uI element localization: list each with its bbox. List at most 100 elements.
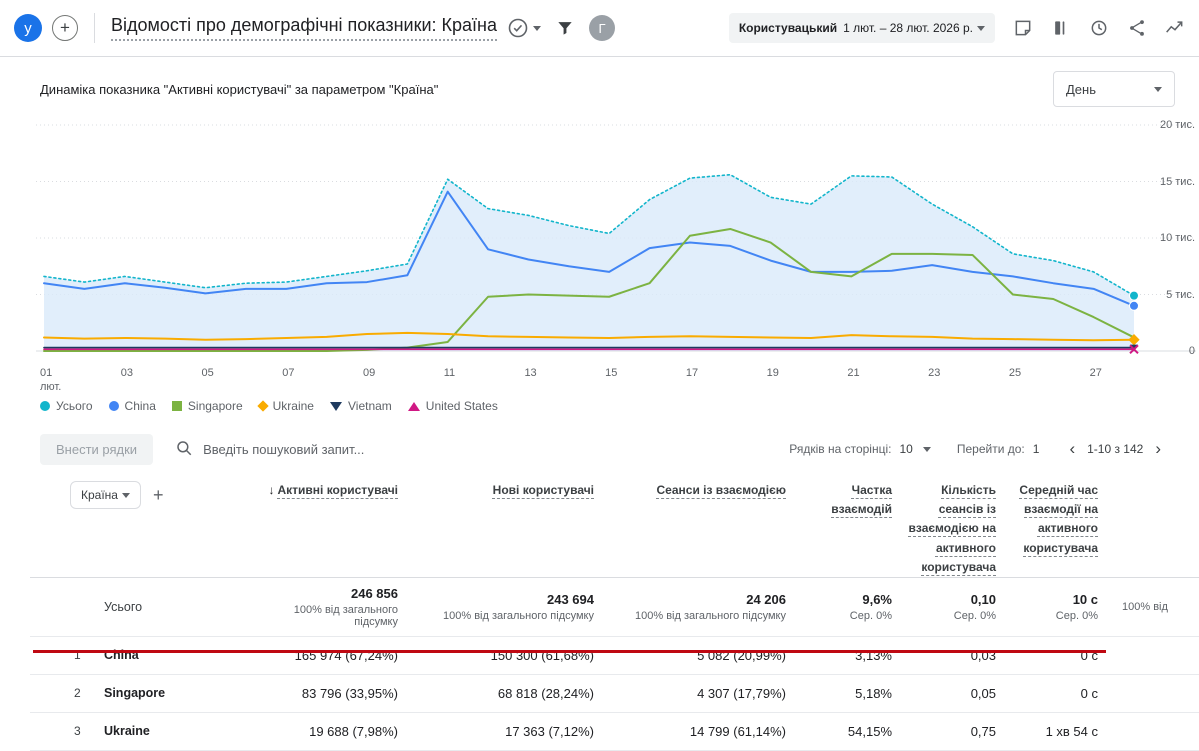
table-totals-row: Усього 246 856100% від загального підсум… (30, 578, 1199, 637)
y-axis-tick: 15 тис. (1160, 176, 1195, 188)
x-axis-tick: 07 (282, 367, 294, 381)
table-cell: 0,10Сер. 0% (898, 592, 1002, 622)
x-axis-tick: 19 (767, 367, 779, 381)
legend-item[interactable]: Singapore (172, 399, 243, 413)
table-cell: 243 694100% від загального підсумку (404, 592, 600, 622)
granularity-select[interactable]: День (1053, 71, 1175, 107)
edit-rows-button[interactable]: Внести рядки (40, 434, 153, 465)
column-header-active-users[interactable]: ↓Активні користувачі (254, 481, 404, 500)
divider (94, 13, 95, 43)
x-axis-tick: 01 лют. (40, 367, 61, 395)
row-index: 2 (70, 686, 104, 700)
column-header-avg-engagement-time[interactable]: Середній час взаємодії на активного кори… (1002, 481, 1104, 558)
sort-desc-icon: ↓ (268, 483, 274, 497)
y-axis-tick: 0 (1189, 345, 1195, 357)
rows-per-page-label: Рядків на сторінці: (789, 442, 891, 456)
timeseries-chart[interactable]: 20 тис.15 тис.10 тис.5 тис.0 (0, 113, 1199, 365)
insights-icon[interactable] (1165, 18, 1185, 38)
timeseries-svg[interactable] (36, 113, 1196, 365)
legend-item[interactable]: Ukraine (259, 399, 314, 413)
table-cell: 54,15% (792, 724, 898, 739)
report-title[interactable]: Відомості про демографічні показники: Кр… (111, 15, 497, 41)
legend-marker-icon (257, 400, 268, 411)
topbar-actions: Користувацький 1 лют. – 28 лют. 2026 р. (729, 13, 1185, 43)
x-axis-tick: 15 (605, 367, 617, 381)
legend-item[interactable]: China (109, 399, 156, 413)
report-validity-dropdown[interactable] (507, 17, 541, 39)
chevron-down-icon (923, 447, 931, 452)
workspace-avatar[interactable]: у (14, 14, 42, 42)
x-axis-tick: 25 (1009, 367, 1021, 381)
x-axis-tick: 23 (928, 367, 940, 381)
refresh-icon[interactable] (1089, 18, 1109, 38)
legend-item-label: China (125, 399, 156, 413)
topbar: у + Відомості про демографічні показники… (0, 0, 1199, 57)
legend-item[interactable]: Усього (40, 399, 93, 413)
chevron-down-icon (122, 493, 130, 498)
legend-item-label: Vietnam (348, 399, 392, 413)
table-cell-overflow: 100% від (1104, 601, 1199, 613)
add-column-button[interactable]: + (153, 485, 164, 506)
row-name: Ukraine (104, 724, 254, 738)
share-icon[interactable] (1127, 18, 1147, 38)
compare-icon[interactable] (1051, 18, 1071, 38)
table-search[interactable] (175, 439, 763, 460)
table-header-row: Країна + ↓Активні користувачі Нові корис… (30, 473, 1199, 578)
note-icon[interactable] (1013, 18, 1033, 38)
x-axis-labels: 01 лют.03050709111315171921232527 (0, 365, 1199, 393)
legend-item-label: Ukraine (273, 399, 314, 413)
column-header-engagement-rate[interactable]: Частка взаємодій (792, 481, 898, 519)
table-cell: 0,75 (898, 724, 1002, 739)
goto-page-input[interactable]: 1 (1033, 442, 1040, 456)
chart-legend: Усього China Singapore Ukraine Vietnam United… (0, 393, 1199, 419)
y-axis-tick: 10 тис. (1160, 232, 1195, 244)
report-table: Країна + ↓Активні користувачі Нові корис… (0, 473, 1199, 751)
next-page-icon[interactable]: › (1151, 439, 1165, 459)
chevron-down-icon (977, 26, 985, 31)
dimension-value: Країна (81, 488, 118, 502)
user-avatar[interactable]: Г (589, 15, 615, 41)
table-row: 2 Singapore 83 796 (33,95%) 68 818 (28,2… (30, 675, 1199, 713)
table-cell: 10 сСер. 0% (1002, 592, 1104, 622)
table-cell: 246 856100% від загального підсумку (254, 586, 404, 628)
dimension-selector[interactable]: Країна (70, 481, 141, 509)
red-annotation-line (33, 650, 1106, 653)
legend-item-label: Singapore (188, 399, 243, 413)
y-axis-tick: 5 тис. (1166, 289, 1195, 301)
column-header-sessions-per-user[interactable]: Кількість сеансів із взаємодією на актив… (898, 481, 1002, 577)
check-circle-icon (507, 17, 529, 39)
prev-page-icon[interactable]: ‹ (1065, 439, 1079, 459)
x-axis-tick: 21 (847, 367, 859, 381)
column-header-new-users[interactable]: Нові користувачі (404, 481, 600, 500)
x-axis-tick: 17 (686, 367, 698, 381)
x-axis-tick: 09 (363, 367, 375, 381)
column-header-engaged-sessions[interactable]: Сеанси із взаємодією (600, 481, 792, 500)
legend-marker-icon (408, 402, 420, 411)
table-cell: 24 206100% від загального підсумку (600, 592, 792, 622)
legend-item-label: United States (426, 399, 498, 413)
legend-item[interactable]: Vietnam (330, 399, 392, 413)
x-axis-tick: 13 (524, 367, 536, 381)
add-report-button[interactable]: + (52, 15, 78, 41)
date-range-picker[interactable]: Користувацький 1 лют. – 28 лют. 2026 р. (729, 13, 995, 43)
table-cell: 9,6%Сер. 0% (792, 592, 898, 622)
table-row: 1 China 165 974 (67,24%) 150 300 (61,68%… (30, 637, 1199, 675)
table-cell: 68 818 (28,24%) (404, 686, 600, 701)
search-input[interactable] (203, 442, 463, 457)
x-axis-tick: 27 (1090, 367, 1102, 381)
legend-item[interactable]: United States (408, 399, 498, 413)
legend-marker-icon (172, 401, 182, 411)
table-row: 3 Ukraine 19 688 (7,98%) 17 363 (7,12%) … (30, 713, 1199, 751)
filter-icon[interactable] (555, 18, 575, 38)
table-cell: 4 307 (17,79%) (600, 686, 792, 701)
goto-page-label: Перейти до: (957, 442, 1025, 456)
rows-per-page-select[interactable]: 10 (899, 442, 930, 456)
table-cell: 5,18% (792, 686, 898, 701)
chart-card: Динаміка показника "Активні користувачі"… (0, 57, 1199, 419)
table-cell: 0,05 (898, 686, 1002, 701)
x-axis-tick: 11 (444, 367, 455, 381)
pagination-range: 1-10 з 142 (1087, 442, 1143, 456)
row-name: Singapore (104, 686, 254, 700)
legend-item-label: Усього (56, 399, 93, 413)
table-cell: 17 363 (7,12%) (404, 724, 600, 739)
